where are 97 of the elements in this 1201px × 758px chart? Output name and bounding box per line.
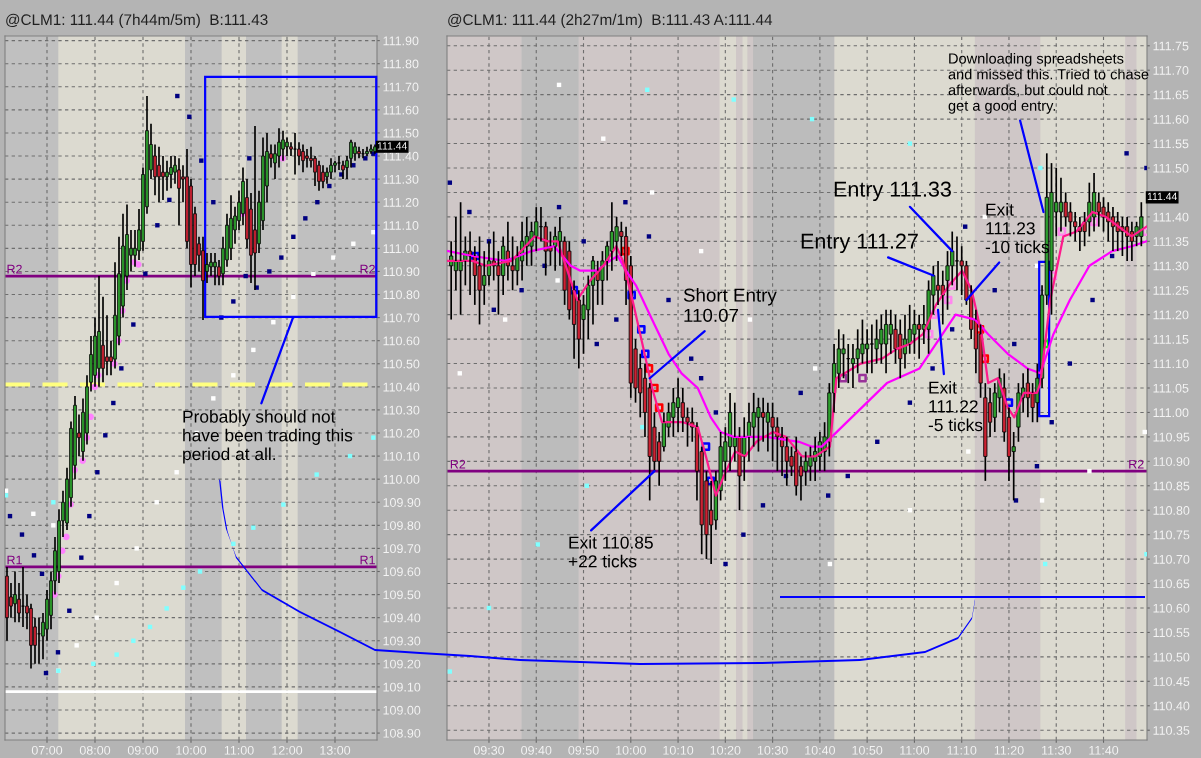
x-tick-label: 11:40 bbox=[1089, 745, 1119, 755]
y-tick-label: 109.30 bbox=[383, 636, 421, 646]
y-tick-label: 108.90 bbox=[383, 728, 421, 738]
y-tick-label: 110.80 bbox=[383, 290, 420, 300]
y-tick-label: 111.00 bbox=[383, 244, 419, 254]
x-tick-label: 10:50 bbox=[852, 745, 883, 755]
y-tick-label: 109.60 bbox=[383, 567, 421, 577]
y-tick-label: 111.50 bbox=[1153, 163, 1189, 173]
y-tick-label: 111.20 bbox=[1153, 310, 1189, 320]
y-tick-label: 110.65 bbox=[1153, 579, 1190, 589]
y-tick-label: 111.65 bbox=[1153, 90, 1189, 100]
y-tick-label: 110.95 bbox=[1153, 432, 1190, 442]
annotation: Entry 111.27 bbox=[801, 233, 918, 254]
x-tick-label: 07:00 bbox=[31, 745, 63, 755]
y-tick-label: 110.00 bbox=[383, 474, 420, 484]
annotation: Exit 111.22 -5 ticks bbox=[928, 381, 983, 432]
annotation: Entry 111.33 bbox=[834, 181, 951, 202]
y-tick-label: 111.30 bbox=[1153, 261, 1189, 271]
y-tick-label: 111.40 bbox=[383, 151, 419, 161]
y-tick-label: 111.05 bbox=[1153, 383, 1189, 393]
y-tick-label: 109.50 bbox=[383, 590, 421, 600]
y-tick-label: 109.80 bbox=[383, 521, 421, 530]
y-tick-label: 109.00 bbox=[383, 705, 421, 715]
y-tick-label: 111.25 bbox=[1153, 286, 1189, 295]
y-tick-label: 111.10 bbox=[1153, 359, 1189, 369]
x-tick-label: 08:00 bbox=[79, 745, 111, 755]
y-tick-label: 110.70 bbox=[383, 313, 420, 323]
y-tick-label: 109.90 bbox=[383, 498, 421, 507]
x-tick-label: 10:10 bbox=[663, 745, 694, 755]
text: R2 bbox=[360, 264, 375, 274]
y-tick-label: 111.50 bbox=[383, 128, 419, 138]
x-tick-label: 09:00 bbox=[127, 745, 159, 755]
y-tick-label: 111.00 bbox=[1153, 408, 1189, 418]
annotation: 111.44 bbox=[377, 142, 408, 150]
y-tick-label: 110.55 bbox=[1153, 628, 1190, 638]
x-tick-label: 09:50 bbox=[568, 745, 599, 755]
y-tick-label: 110.80 bbox=[1153, 506, 1190, 515]
y-tick-label: 110.50 bbox=[1153, 652, 1190, 662]
y-tick-label: 111.20 bbox=[383, 197, 419, 207]
y-tick-label: 111.80 bbox=[383, 59, 419, 69]
x-tick-label: 11:00 bbox=[900, 745, 930, 755]
y-tick-label: 110.75 bbox=[1153, 530, 1190, 540]
y-tick-label: 110.30 bbox=[383, 405, 420, 415]
annotation: 111.44 bbox=[1147, 192, 1178, 201]
y-tick-label: 109.10 bbox=[383, 682, 421, 692]
x-tick-label: 12:00 bbox=[272, 745, 303, 755]
x-tick-label: 10:40 bbox=[805, 745, 836, 755]
annotation: Probably should not have been trading this period at all. bbox=[183, 410, 353, 464]
y-tick-label: 111.10 bbox=[383, 221, 419, 230]
x-tick-label: 09:30 bbox=[473, 745, 505, 755]
x-tick-label: 11:20 bbox=[994, 745, 1024, 755]
y-tick-label: 111.40 bbox=[1153, 212, 1189, 222]
y-tick-label: 111.55 bbox=[1153, 139, 1189, 149]
y-tick-label: 110.90 bbox=[383, 267, 420, 277]
ref-line-label: R1 bbox=[7, 555, 22, 565]
y-tick-label: 110.70 bbox=[1153, 554, 1190, 564]
y-tick-label: 110.50 bbox=[383, 359, 420, 369]
y-tick-label: 109.40 bbox=[383, 613, 421, 623]
y-tick-label: 110.45 bbox=[1153, 677, 1190, 686]
x-tick-label: 10:30 bbox=[757, 745, 788, 755]
x-tick-label: 11:00 bbox=[224, 745, 254, 755]
y-tick-label: 110.10 bbox=[383, 451, 420, 461]
annotation: Exit 110.85 +22 ticks bbox=[568, 536, 653, 568]
y-tick-label: 110.35 bbox=[1153, 726, 1190, 735]
x-tick-label: 13:00 bbox=[320, 745, 351, 755]
y-tick-label: 111.35 bbox=[1153, 237, 1189, 246]
y-tick-label: 110.60 bbox=[383, 336, 420, 346]
x-tick-label: 09:40 bbox=[521, 745, 552, 755]
y-tick-label: 110.90 bbox=[1153, 457, 1190, 466]
chart-title: @CLM1: 111.44 (2h27m/1m) B:111.43 A:111.44 bbox=[448, 13, 773, 29]
y-tick-label: 111.60 bbox=[383, 105, 419, 115]
y-tick-label: 111.70 bbox=[1153, 66, 1189, 75]
x-tick-label: 11:10 bbox=[947, 745, 977, 755]
x-tick-label: 11:30 bbox=[1042, 745, 1071, 755]
y-tick-label: 109.20 bbox=[383, 659, 421, 669]
y-tick-label: 110.40 bbox=[1153, 701, 1190, 711]
annotation: Short Entry 110.07 bbox=[683, 288, 777, 322]
y-tick-label: 109.70 bbox=[383, 544, 421, 554]
ref-line-label: R2 bbox=[450, 459, 466, 469]
y-tick-label: 111.15 bbox=[1153, 335, 1189, 344]
text: R1 bbox=[360, 555, 375, 565]
y-tick-label: 110.85 bbox=[1153, 481, 1190, 491]
y-tick-label: 111.60 bbox=[1153, 114, 1189, 124]
chart-title: @CLM1: 111.44 (7h44m/5m) B:111.43 bbox=[6, 13, 268, 29]
y-tick-label: 111.90 bbox=[383, 36, 419, 46]
y-tick-label: 110.40 bbox=[383, 382, 420, 392]
x-tick-label: 10:00 bbox=[176, 745, 207, 755]
ref-line-label: R2 bbox=[7, 264, 22, 274]
y-tick-label: 110.60 bbox=[1153, 603, 1190, 613]
annotation: Downloading spreadsheets and missed this. Tried to chase afterwards, but could not get a good entry. bbox=[948, 53, 1149, 114]
text: R2 bbox=[1129, 459, 1144, 469]
y-tick-label: 111.70 bbox=[383, 82, 419, 92]
y-tick-label: 111.30 bbox=[383, 174, 419, 184]
x-tick-label: 10:20 bbox=[710, 745, 741, 755]
y-tick-label: 110.20 bbox=[383, 428, 420, 438]
y-tick-label: 111.75 bbox=[1153, 41, 1189, 51]
x-tick-label: 10:00 bbox=[616, 745, 646, 755]
